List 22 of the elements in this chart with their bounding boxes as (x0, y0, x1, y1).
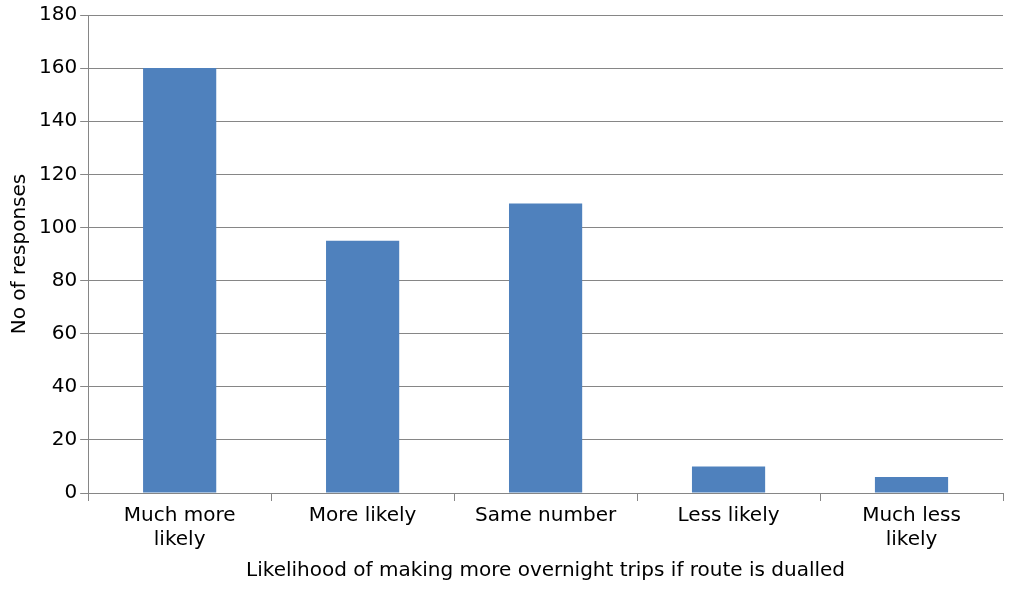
y-tick-label: 180 (38, 1, 78, 26)
y-tick-label: 160 (38, 54, 78, 79)
x-tick-label: Much less likely (862, 502, 961, 551)
bar (508, 203, 583, 493)
y-axis-title: No of responses (6, 173, 31, 335)
y-tick-label: 0 (64, 479, 78, 504)
bar (691, 466, 766, 493)
bar (874, 477, 949, 493)
y-tick-label: 60 (51, 319, 78, 344)
x-tick-label: More likely (308, 502, 417, 527)
bar (143, 68, 217, 493)
x-tick-label: Much more likely (123, 502, 236, 551)
y-tick-label: 120 (38, 160, 78, 185)
y-tick-label: 20 (51, 426, 78, 451)
bar (326, 240, 400, 493)
x-tick-label: Less likely (677, 502, 780, 527)
y-tick-label: 140 (38, 107, 78, 132)
x-tick-label: Same number (475, 502, 617, 527)
y-tick-label: 80 (51, 266, 78, 291)
y-tick-label: 100 (38, 213, 78, 238)
y-tick-label: 40 (51, 372, 78, 397)
x-axis-title: Likelihood of making more overnight trips if route is dualled (246, 557, 846, 582)
